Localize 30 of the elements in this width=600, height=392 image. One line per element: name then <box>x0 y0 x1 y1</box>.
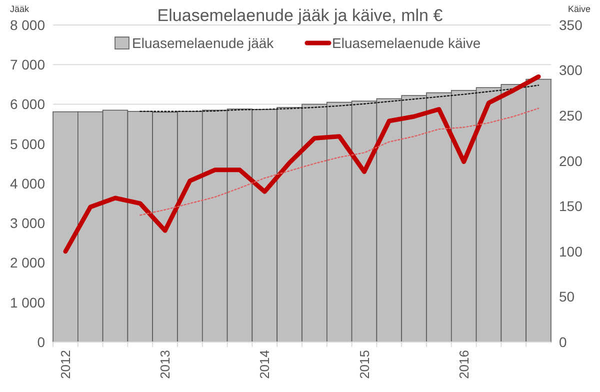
y2-tick-label: 300 <box>559 62 583 78</box>
line-series <box>63 74 541 254</box>
y2-tick-label: 150 <box>559 198 583 214</box>
chart-title: Eluasemelaenude jääk ja käive, mln € <box>157 6 444 25</box>
y-tick-label: 8 000 <box>10 16 46 33</box>
y2-tick-label: 0 <box>559 334 567 350</box>
y-tick-label: 0 <box>37 334 46 350</box>
y2-tick-label: 250 <box>559 107 583 124</box>
y-tick-label: 7 000 <box>10 56 46 73</box>
y-tick-label: 4 000 <box>10 175 46 192</box>
x-tick-label: 2016 <box>456 350 472 379</box>
x-tick-label: 2013 <box>158 350 173 379</box>
y2-tick-label: 350 <box>559 16 583 33</box>
y2-tick-label: 100 <box>559 243 583 260</box>
y2-axis-title: Käive <box>568 4 591 14</box>
x-tick-label: 2012 <box>58 350 73 379</box>
legend-label: Eluasemelaenude käive <box>332 34 481 51</box>
line-series <box>140 108 540 216</box>
y-tick-label: 5 000 <box>10 136 46 152</box>
y-axis-title: Jääk <box>10 4 30 14</box>
x-tick-label: 2015 <box>356 350 372 379</box>
legend-label: Eluasemelaenude jääk <box>132 34 275 51</box>
y-tick-label: 1 000 <box>10 294 46 310</box>
y2-tick-label: 50 <box>559 288 575 305</box>
y-tick-label: 2 000 <box>10 254 46 271</box>
y2-tick-label: 200 <box>559 152 583 169</box>
y-tick-label: 6 000 <box>10 96 46 112</box>
x-tick-label: 2014 <box>257 350 272 379</box>
line-series <box>140 84 540 112</box>
y-tick-label: 3 000 <box>10 215 46 232</box>
